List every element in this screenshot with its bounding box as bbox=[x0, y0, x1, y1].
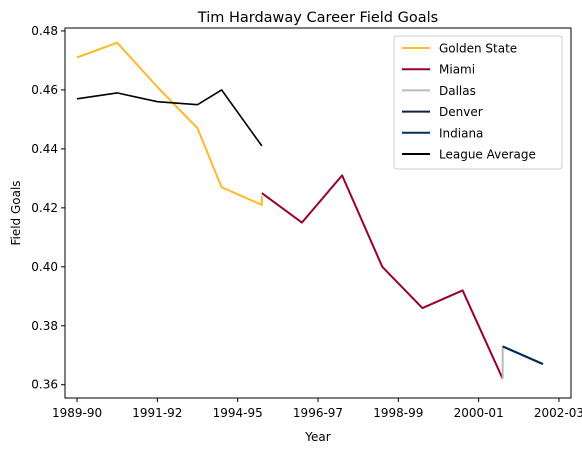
y-tick-label: 0.38 bbox=[31, 319, 58, 333]
series-line-miami bbox=[261, 174, 504, 380]
series-line-golden-state bbox=[76, 41, 263, 206]
x-tick-label: 1998-99 bbox=[373, 406, 423, 420]
y-axis-label: Field Goals bbox=[9, 180, 23, 245]
series-line-league-average bbox=[76, 89, 263, 147]
x-tick-label: 1991-92 bbox=[132, 406, 182, 420]
y-tick-label: 0.40 bbox=[31, 260, 58, 274]
y-tick-label: 0.42 bbox=[31, 201, 58, 215]
x-axis: 1989-90 1991-92 1994-95 1996-97 1998-99 2000-… bbox=[52, 398, 582, 420]
y-tick-label: 0.48 bbox=[31, 24, 58, 38]
legend-label-league-average: League Average bbox=[439, 148, 536, 162]
x-tick-label: 2000-01 bbox=[454, 406, 504, 420]
legend-label-denver: Denver bbox=[439, 105, 483, 119]
legend-label-dallas: Dallas bbox=[439, 84, 476, 98]
legend-label-golden-state: Golden State bbox=[439, 42, 517, 56]
x-tick-label: 2002-03 bbox=[534, 406, 582, 420]
legend-box bbox=[393, 35, 563, 170]
x-tick-label: 1994-95 bbox=[213, 406, 263, 420]
x-axis-label: Year bbox=[304, 430, 330, 444]
legend-label-miami: Miami bbox=[439, 63, 475, 77]
y-axis: 0.36 0.38 0.40 0.42 0.44 0.46 0.48 bbox=[31, 24, 65, 392]
legend: Golden State Miami Dallas Denver Indiana Leag… bbox=[393, 35, 563, 170]
series-layer bbox=[76, 41, 544, 380]
y-tick-label: 0.46 bbox=[31, 83, 58, 97]
x-tick-label: 1996-97 bbox=[293, 406, 343, 420]
legend-label-indiana: Indiana bbox=[439, 126, 483, 140]
x-tick-label: 1989-90 bbox=[52, 406, 102, 420]
series-line-indiana bbox=[502, 345, 544, 366]
chart-title: Tim Hardaway Career Field Goals bbox=[197, 10, 438, 26]
y-tick-label: 0.36 bbox=[31, 378, 58, 392]
y-tick-label: 0.44 bbox=[31, 142, 58, 156]
